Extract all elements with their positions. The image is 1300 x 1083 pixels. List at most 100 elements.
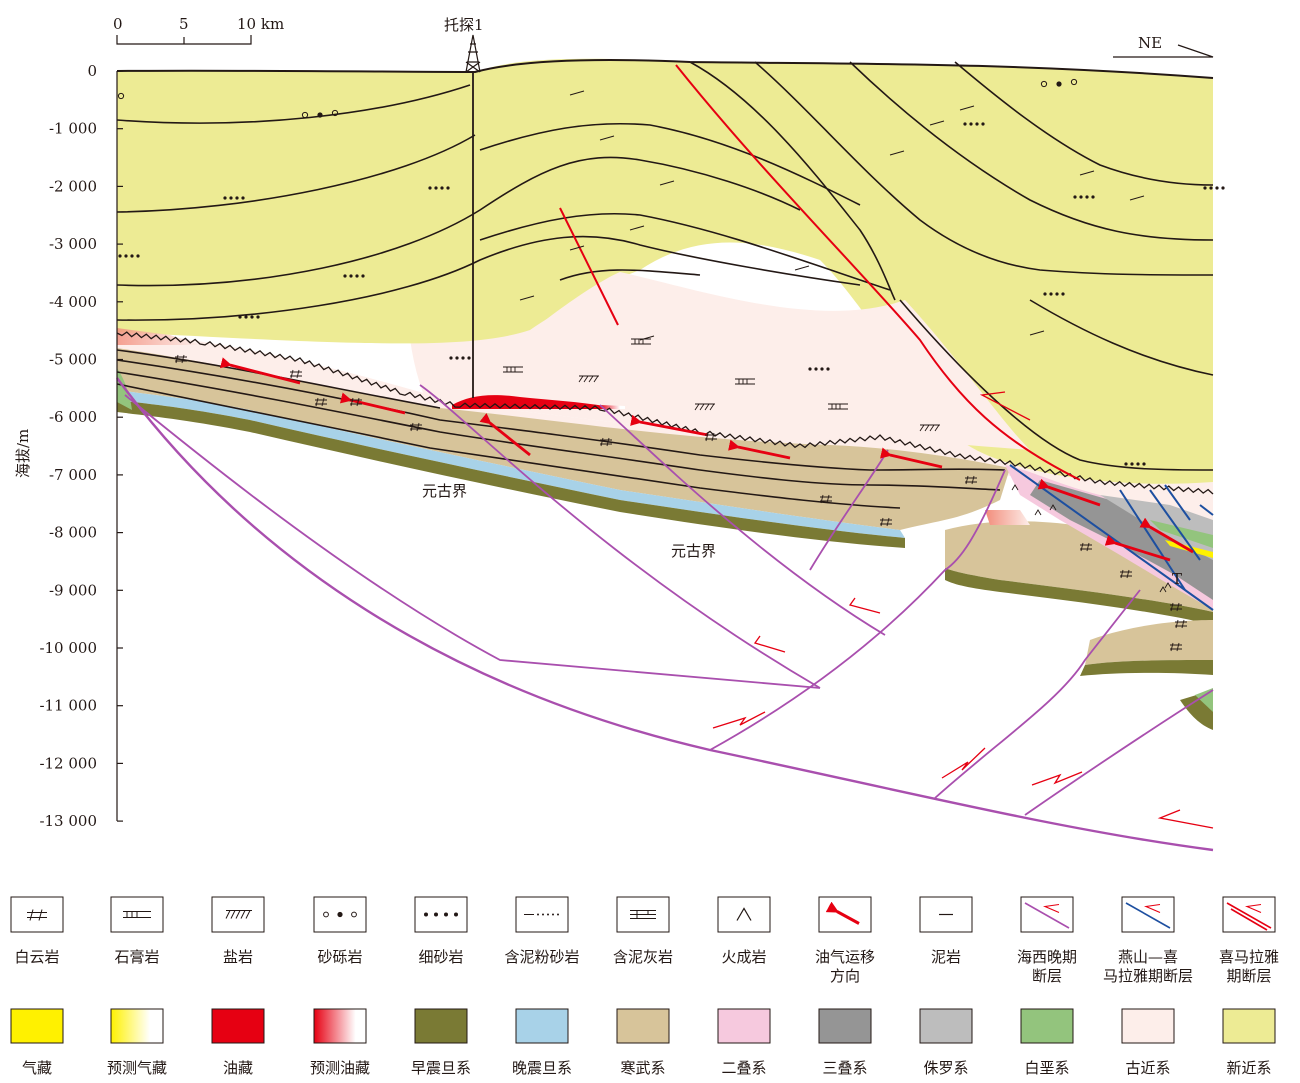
depth-tick-label: -5 000	[49, 351, 97, 369]
scale-tick-10: 10 km	[237, 15, 284, 33]
gypsum-mark	[503, 366, 523, 373]
derrick-icon	[465, 34, 481, 73]
legend-swatch-label: 新近系	[1226, 1059, 1271, 1077]
legend-swatch: 晚震旦系	[512, 1008, 572, 1077]
legend-swatch: 气藏	[10, 1008, 64, 1077]
himalayan-faults	[559, 64, 1081, 481]
north-east-indicator: NE	[1113, 34, 1214, 58]
legend-label: 油气运移	[815, 948, 875, 966]
cretaceous-deep	[1195, 688, 1213, 712]
fine-sandstone-mark	[349, 274, 353, 278]
mudstone-mark	[1029, 330, 1045, 336]
fine-sandstone-mark	[1055, 292, 1059, 296]
legend-swatch-label: 二叠系	[721, 1059, 766, 1077]
predicted-oil-ne	[985, 510, 1030, 525]
dolomite-mark	[600, 437, 612, 447]
salt-mark	[578, 375, 599, 383]
depth-tick-label: -2 000	[49, 177, 97, 195]
fine-sandstone-mark	[241, 196, 245, 200]
dolomite-mark	[1120, 569, 1132, 579]
scale-bar: 0 5 10 km	[113, 15, 284, 45]
legend-swatch-label: 白垩系	[1024, 1059, 1069, 1077]
legend-label: 喜马拉雅	[1219, 948, 1279, 966]
legend-glutenite: 砂砾岩	[313, 896, 367, 966]
fine-sandstone-mark	[1079, 195, 1083, 199]
fine-sandstone-mark	[446, 186, 450, 190]
fine-sandstone-mark	[963, 122, 967, 126]
legend-label: 海西晚期	[1017, 948, 1077, 966]
scale-tick-0: 0	[113, 15, 123, 33]
dolomite-mark	[1175, 619, 1187, 629]
mudstone-mark	[889, 150, 905, 156]
fault-slip-markers	[712, 391, 1214, 829]
fine-sandstone-mark	[467, 356, 471, 360]
fine-sandstone-mark	[1221, 186, 1225, 190]
dolomite-mark	[1170, 602, 1182, 612]
glutenite-mark	[1056, 81, 1062, 87]
depth-tick-label: -6 000	[49, 408, 97, 426]
fine-sandstone-mark	[1203, 186, 1207, 190]
fine-sandstone-mark	[235, 196, 239, 200]
depth-tick-label: -12 000	[39, 754, 97, 772]
fine-sandstone-mark	[244, 315, 248, 319]
legend-swatch: 预测油藏	[310, 1008, 370, 1077]
oil-reservoir	[452, 395, 605, 409]
legend-swatch-label: 油藏	[223, 1059, 253, 1077]
dolomite-mark	[705, 432, 717, 442]
legend-swatch-label: 预测油藏	[310, 1059, 370, 1077]
dolomite-mark	[880, 517, 892, 527]
depth-tick-label: -4 000	[49, 293, 97, 311]
fine-sandstone-mark	[826, 367, 830, 371]
fine-sandstone-mark	[440, 186, 444, 190]
well-tuotan1	[465, 34, 481, 398]
fine-sandstone-mark	[1049, 292, 1053, 296]
gypsum-mark	[631, 338, 651, 345]
fine-sandstone-mark	[434, 186, 438, 190]
mudstone-mark	[629, 225, 645, 231]
legend-mudstone: 泥岩	[919, 896, 973, 966]
fine-sandstone-mark	[1130, 462, 1134, 466]
late-sinian-layer	[117, 390, 905, 538]
legend-swatch: 预测气藏	[107, 1008, 167, 1077]
depth-tick-label: -13 000	[39, 812, 97, 830]
fine-sandstone-mark	[981, 122, 985, 126]
hercynian-faults	[116, 377, 1214, 852]
igneous-mark	[1049, 504, 1057, 511]
sinian-deep	[1080, 660, 1213, 676]
legend-swatch-label: 晚震旦系	[512, 1059, 572, 1077]
legend-label: 燕山—喜	[1118, 948, 1178, 966]
horizon-lines	[116, 61, 1214, 509]
fine-sandstone-mark	[1142, 462, 1146, 466]
cambrian-deep	[1085, 620, 1213, 665]
predicted-oil-near-well	[600, 405, 625, 409]
depth-tick-label: -7 000	[49, 466, 97, 484]
legend-swatch: 古近系	[1121, 1008, 1175, 1077]
dolomite-mark	[1170, 642, 1182, 652]
ground-surface	[116, 59, 1214, 79]
legend-swatch-label: 三叠系	[822, 1059, 867, 1077]
glutenite-mark	[117, 92, 125, 100]
dolomite-mark	[175, 354, 187, 364]
legend-label: 盐岩	[223, 948, 253, 966]
mudstone-mark	[569, 90, 585, 96]
fine-sandstone-mark	[1073, 195, 1077, 199]
legend-swatch-label: 早震旦系	[411, 1059, 471, 1077]
salt-mark	[694, 403, 715, 411]
fine-sandstone-mark	[975, 122, 979, 126]
legend-muddy-siltstone: 含泥粉砂岩	[504, 896, 580, 966]
fine-sandstone-mark	[256, 315, 260, 319]
legend-swatch-label: 寒武系	[620, 1059, 665, 1077]
depth-tick-label: -3 000	[49, 235, 97, 253]
fine-sandstone-mark	[250, 315, 254, 319]
legend-label: 白云岩	[14, 948, 59, 966]
mudstone-mark	[959, 105, 975, 111]
paleogene-layer	[117, 330, 1213, 520]
fine-sandstone-mark	[1085, 195, 1089, 199]
glutenite-mark	[301, 111, 309, 119]
legend-label: 期断层	[1226, 967, 1271, 985]
scale-tick-5: 5	[179, 15, 189, 33]
